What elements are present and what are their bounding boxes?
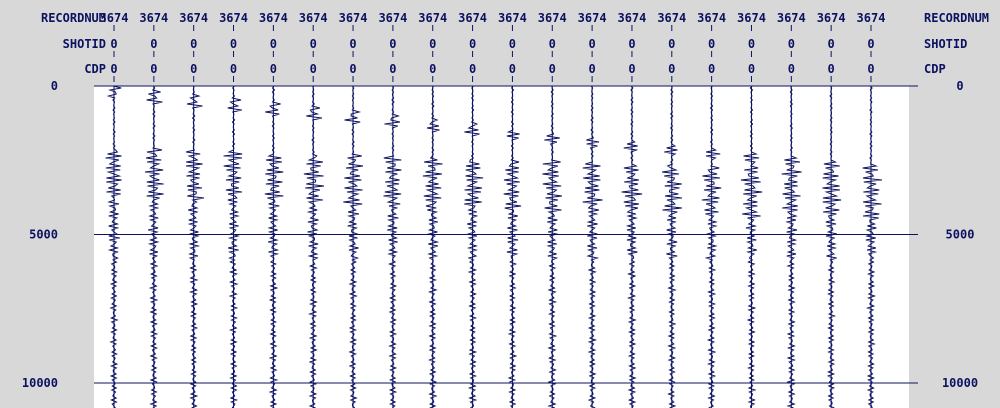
trace-header-value-cdp: 0 bbox=[509, 62, 516, 76]
header-label-shotid: SHOTID bbox=[63, 37, 106, 51]
trace-header-value-recordnum: 3674 bbox=[737, 11, 766, 25]
trace-header-value-shotid: 0 bbox=[867, 37, 874, 51]
trace-header-value-cdp: 0 bbox=[429, 62, 436, 76]
trace-header-value-cdp: 0 bbox=[828, 62, 835, 76]
trace-wiggle bbox=[303, 85, 325, 408]
trace-header-value-shotid: 0 bbox=[110, 37, 117, 51]
trace-wiggle bbox=[264, 85, 284, 408]
trace-header-value-recordnum: 3674 bbox=[857, 11, 886, 25]
trace-header-value-cdp: 0 bbox=[270, 62, 277, 76]
header-labels-right: RECORDNUM SHOTID CDP bbox=[924, 11, 989, 76]
header-label-recordnum: RECORDNUM bbox=[41, 11, 106, 25]
trace-header-value-cdp: 0 bbox=[788, 62, 795, 76]
trace-wiggle bbox=[422, 85, 443, 408]
time-tick-label-right: 0 bbox=[956, 79, 963, 93]
trace-wiggle bbox=[862, 85, 882, 408]
trace-wiggle bbox=[701, 85, 722, 408]
trace-header-value-cdp: 0 bbox=[110, 62, 117, 76]
trace-header-value-shotid: 0 bbox=[349, 37, 356, 51]
trace-header-value-recordnum: 3674 bbox=[697, 11, 726, 25]
trace-wiggle bbox=[542, 85, 562, 408]
trace-header-value-cdp: 0 bbox=[190, 62, 197, 76]
trace-header-value-shotid: 0 bbox=[190, 37, 197, 51]
trace-header-value-cdp: 0 bbox=[708, 62, 715, 76]
trace-header-value-shotid: 0 bbox=[429, 37, 436, 51]
trace-header-value-recordnum: 3674 bbox=[578, 11, 607, 25]
trace-header-value-cdp: 0 bbox=[310, 62, 317, 76]
trace-header-value-shotid: 0 bbox=[549, 37, 556, 51]
trace-header-value-recordnum: 3674 bbox=[418, 11, 447, 25]
trace-header-value-shotid: 0 bbox=[828, 37, 835, 51]
trace-wiggle bbox=[223, 85, 243, 408]
trace-header-value-cdp: 0 bbox=[748, 62, 755, 76]
trace-wiggle bbox=[662, 85, 682, 408]
trace-header-value-shotid: 0 bbox=[150, 37, 157, 51]
trace-wiggle bbox=[621, 85, 643, 408]
trace-header-value-shotid: 0 bbox=[469, 37, 476, 51]
trace-header-value-shotid: 0 bbox=[748, 37, 755, 51]
trace-header-value-shotid: 0 bbox=[509, 37, 516, 51]
trace-header-values: 3674 0 0 3674 0 0 3674 0 0 3674 0 0 3674 0 0 3674 0 0 3674… bbox=[100, 11, 886, 82]
trace-header-value-recordnum: 3674 bbox=[657, 11, 686, 25]
trace-header-value-recordnum: 3674 bbox=[617, 11, 646, 25]
trace-header-value-recordnum: 3674 bbox=[179, 11, 208, 25]
trace-header-value-recordnum: 3674 bbox=[498, 11, 527, 25]
trace-header-value-cdp: 0 bbox=[469, 62, 476, 76]
trace-wiggle bbox=[105, 85, 122, 408]
header-label-shotid-right: SHOTID bbox=[924, 37, 967, 51]
trace-wiggle bbox=[343, 85, 364, 408]
trace-header-value-cdp: 0 bbox=[668, 62, 675, 76]
trace-header-value-cdp: 0 bbox=[628, 62, 635, 76]
trace-wiggle bbox=[383, 85, 402, 408]
trace-header-value-recordnum: 3674 bbox=[817, 11, 846, 25]
trace-header-value-recordnum: 3674 bbox=[299, 11, 328, 25]
trace-header-value-cdp: 0 bbox=[150, 62, 157, 76]
trace-header-value-recordnum: 3674 bbox=[378, 11, 407, 25]
trace-header-value-cdp: 0 bbox=[867, 62, 874, 76]
trace-header-value-shotid: 0 bbox=[230, 37, 237, 51]
header-label-cdp-right: CDP bbox=[924, 62, 946, 76]
trace-header-value-cdp: 0 bbox=[389, 62, 396, 76]
trace-header-value-shotid: 0 bbox=[270, 37, 277, 51]
trace-header-value-recordnum: 3674 bbox=[339, 11, 368, 25]
trace-header-value-shotid: 0 bbox=[588, 37, 595, 51]
trace-wiggle bbox=[740, 85, 763, 408]
time-tick-label-right: 10000 bbox=[942, 376, 978, 390]
time-tick-label-right: 5000 bbox=[946, 228, 975, 242]
time-tick-label-left: 10000 bbox=[22, 376, 58, 390]
trace-wiggle bbox=[185, 85, 205, 408]
trace-header-value-recordnum: 3674 bbox=[139, 11, 168, 25]
trace-wiggle bbox=[582, 85, 603, 408]
trace-header-value-recordnum: 3674 bbox=[538, 11, 567, 25]
trace-header-value-cdp: 0 bbox=[549, 62, 556, 76]
trace-wiggle bbox=[464, 85, 484, 408]
trace-wiggle bbox=[781, 85, 802, 408]
trace-header-value-cdp: 0 bbox=[588, 62, 595, 76]
trace-header-value-shotid: 0 bbox=[668, 37, 675, 51]
trace-header-value-recordnum: 3674 bbox=[777, 11, 806, 25]
trace-header-value-shotid: 0 bbox=[628, 37, 635, 51]
trace-header-value-shotid: 0 bbox=[310, 37, 317, 51]
trace-wiggle bbox=[144, 85, 164, 408]
time-tick-label-left: 5000 bbox=[29, 228, 58, 242]
time-tick-label-left: 0 bbox=[51, 79, 58, 93]
header-label-recordnum-right: RECORDNUM bbox=[924, 11, 989, 25]
trace-header-value-shotid: 0 bbox=[708, 37, 715, 51]
seismic-traces bbox=[105, 85, 882, 408]
plot-background bbox=[94, 86, 909, 408]
trace-wiggle bbox=[822, 85, 842, 408]
trace-header-value-recordnum: 3674 bbox=[100, 11, 129, 25]
trace-header-value-cdp: 0 bbox=[230, 62, 237, 76]
trace-wiggle bbox=[503, 85, 522, 408]
header-label-cdp: CDP bbox=[84, 62, 106, 76]
header-labels-left: RECORDNUM SHOTID CDP bbox=[41, 11, 106, 76]
trace-header-value-recordnum: 3674 bbox=[458, 11, 487, 25]
trace-header-value-recordnum: 3674 bbox=[219, 11, 248, 25]
trace-header-value-cdp: 0 bbox=[349, 62, 356, 76]
trace-header-value-shotid: 0 bbox=[788, 37, 795, 51]
trace-header-value-recordnum: 3674 bbox=[259, 11, 288, 25]
trace-header-value-shotid: 0 bbox=[389, 37, 396, 51]
